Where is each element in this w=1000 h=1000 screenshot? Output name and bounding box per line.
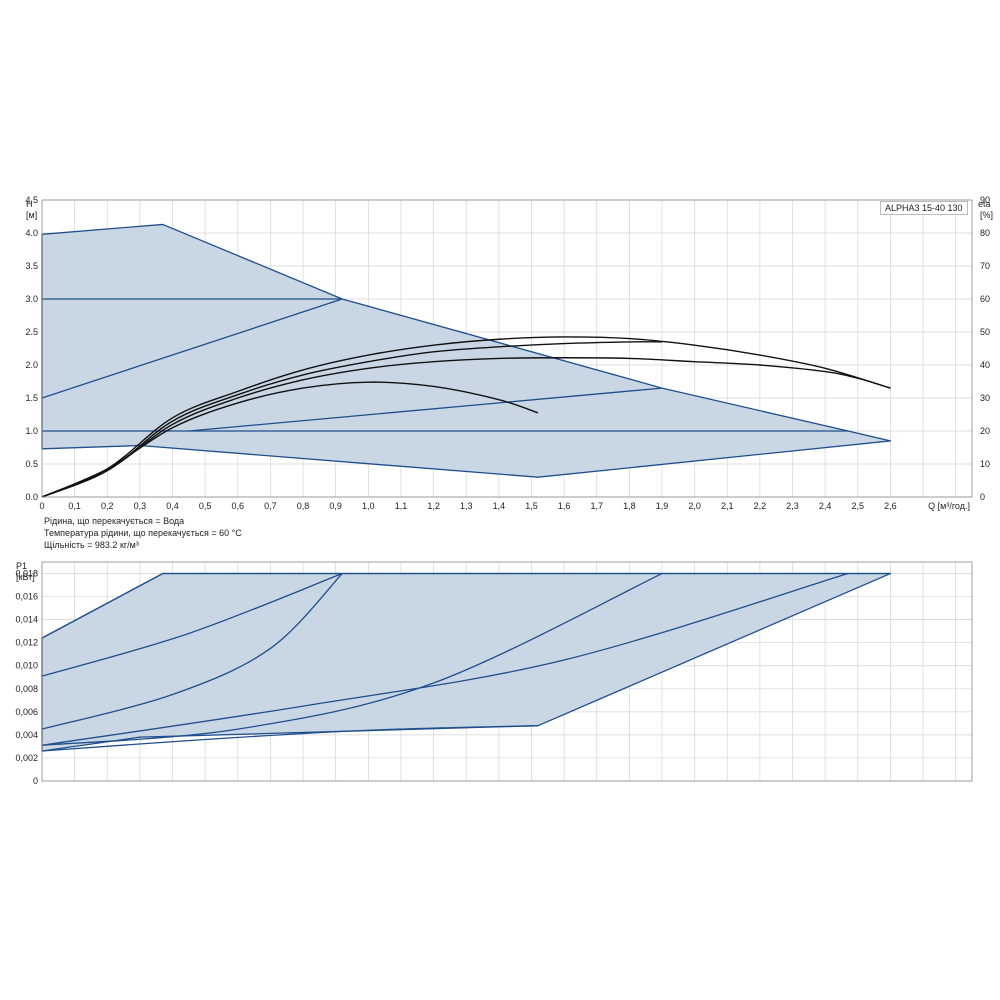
y-axis-unit: [кВт] — [16, 572, 35, 582]
y2-axis-label: eta — [978, 199, 991, 209]
y-axis-unit: [м] — [26, 210, 37, 220]
x-tick-label: 2,0 — [688, 501, 701, 511]
y-tick-label: 0 — [33, 776, 38, 786]
x-tick-label: 1,0 — [362, 501, 375, 511]
y-axis-label: P1 — [16, 561, 27, 571]
y2-tick-label: 30 — [980, 393, 990, 403]
x-tick-label: 2,6 — [884, 501, 897, 511]
y2-tick-label: 40 — [980, 360, 990, 370]
y-tick-label: 4.0 — [25, 228, 38, 238]
y-tick-label: 0,006 — [15, 707, 38, 717]
y-tick-label: 1.0 — [25, 426, 38, 436]
x-tick-label: 1,1 — [395, 501, 408, 511]
x-tick-label: 1,6 — [558, 501, 571, 511]
x-tick-label: 0,4 — [166, 501, 179, 511]
control-curve-3 — [41, 573, 343, 730]
x-tick-label: 1,2 — [427, 501, 440, 511]
y-tick-label: 0,014 — [15, 615, 38, 625]
y2-tick-label: 50 — [980, 327, 990, 337]
y-tick-label: 2.0 — [25, 360, 38, 370]
x-axis-label: Q [м³/год.] — [928, 501, 970, 511]
y-tick-label: 0.0 — [25, 492, 38, 502]
x-tick-label: 2,2 — [754, 501, 767, 511]
note-density: Щільність = 983.2 кг/м³ — [44, 540, 139, 550]
y2-tick-label: 0 — [980, 492, 985, 502]
x-tick-label: 0,3 — [134, 501, 147, 511]
x-tick-label: 1,3 — [460, 501, 473, 511]
x-tick-label: 0,8 — [297, 501, 310, 511]
y-axis-label: H — [26, 199, 33, 209]
y2-tick-label: 60 — [980, 294, 990, 304]
x-tick-label: 0,6 — [232, 501, 245, 511]
y-tick-label: 4.5 — [25, 195, 38, 205]
y-tick-label: 1.5 — [25, 393, 38, 403]
control-curve-5 — [41, 572, 849, 746]
model-label: ALPHA3 15-40 130 — [880, 201, 968, 215]
y2-axis-unit: [%] — [980, 210, 993, 220]
control-curve-2 — [41, 572, 343, 677]
control-curve-6 — [41, 725, 539, 752]
x-tick-label: 2,4 — [819, 501, 832, 511]
y-tick-label: 2.5 — [25, 327, 38, 337]
x-tick-label: 1,9 — [656, 501, 669, 511]
y2-tick-label: 10 — [980, 459, 990, 469]
x-tick-label: 0,1 — [68, 501, 81, 511]
plot-frame — [41, 199, 973, 498]
power-chart: 0 0,002 0,004 0,006 0,008 0,010 0,012 0,014 0,01… — [15, 561, 973, 786]
y-tick-label: 0,008 — [15, 684, 38, 694]
x-tick-label: 2,5 — [852, 501, 865, 511]
y-tick-label: 0,002 — [15, 753, 38, 763]
control-curve-0 — [41, 572, 164, 639]
y-tick-label: 3.5 — [25, 261, 38, 271]
x-tick-label: 1,5 — [525, 501, 538, 511]
y-tick-label: 0.5 — [25, 459, 38, 469]
x-tick-label: 1,4 — [493, 501, 506, 511]
control-curve-3 — [188, 387, 663, 432]
y2-tick-label: 70 — [980, 261, 990, 271]
x-tick-label: 1,7 — [590, 501, 603, 511]
x-tick-label: 0,9 — [329, 501, 342, 511]
efficiency-curve-2 — [41, 341, 663, 498]
plot-frame — [41, 561, 973, 782]
control-curve-4 — [41, 572, 663, 746]
y-tick-label: 0,018 — [15, 569, 38, 579]
x-tick-label: 0,5 — [199, 501, 212, 511]
x-tick-label: 2,1 — [721, 501, 734, 511]
x-tick-label: 0 — [39, 501, 44, 511]
note-fluid: Рідина, що перекачується = Вода — [44, 516, 185, 526]
y-tick-label: 3.0 — [25, 294, 38, 304]
y-tick-label: 0,016 — [15, 592, 38, 602]
x-tick-label: 1,8 — [623, 501, 636, 511]
y2-tick-label: 80 — [980, 228, 990, 238]
efficiency-curve-1 — [41, 357, 891, 498]
control-curve-1 — [41, 298, 343, 399]
y-tick-label: 0,010 — [15, 661, 38, 671]
note-temperature: Температура рідини, що перекачується = 6… — [44, 528, 242, 538]
y2-tick-label: 90 — [980, 195, 990, 205]
operating-region — [41, 223, 892, 478]
head-chart: 0.0 0.5 1.0 1.5 2.0 2.5 3.0 3.5 4.0 4.5H[м] 0 10 20 3… — [25, 195, 993, 511]
efficiency-curve-3 — [41, 336, 891, 498]
x-tick-label: 2,3 — [786, 501, 799, 511]
x-tick-label: 0,2 — [101, 501, 114, 511]
y-tick-label: 0,004 — [15, 730, 38, 740]
y2-tick-label: 20 — [980, 426, 990, 436]
y-tick-label: 0,012 — [15, 638, 38, 648]
x-tick-label: 0,7 — [264, 501, 277, 511]
